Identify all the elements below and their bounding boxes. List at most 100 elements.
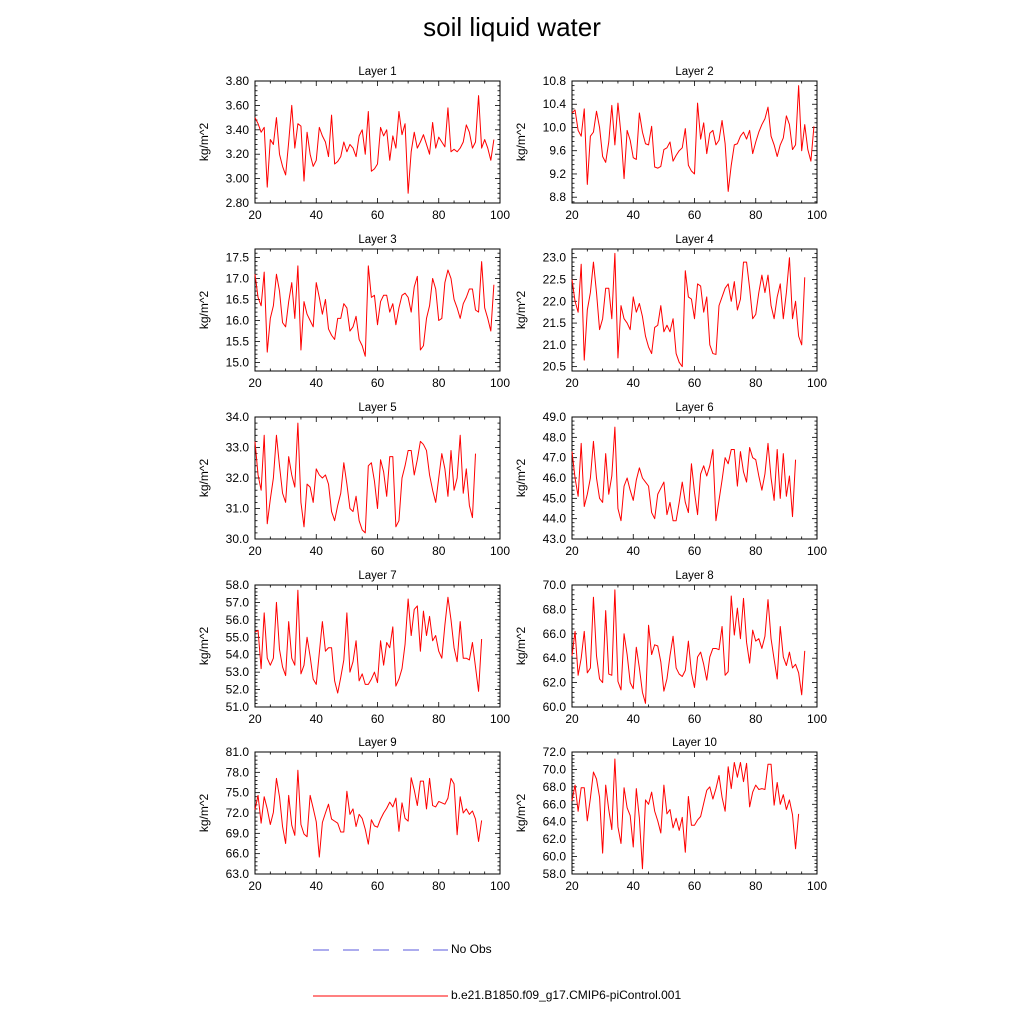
x-tick-label: 100 [490,208,510,222]
x-tick-label: 40 [310,544,324,558]
y-tick-label: 21.5 [543,316,567,330]
x-tick-label: 60 [371,376,385,390]
x-tick-label: 40 [627,712,641,726]
series-line [254,422,476,534]
y-tick-label: 66.0 [543,627,567,641]
y-tick-label: 10.0 [543,120,567,134]
panel-9: Layer 9 20 40 60 80 100 63.0 66.0 69.0 72.0 75.0 78… [197,737,510,893]
x-tick-label: 20 [565,879,579,893]
panel-5: Layer 5 20 40 60 80 100 30.0 31.0 32.0 33.0 34.0 kg… [197,402,510,558]
y-tick-label: 3.00 [226,172,250,186]
y-tick-label: 22.5 [543,273,567,287]
x-tick-label: 100 [807,879,827,893]
series-line [571,758,800,870]
y-tick-label: 9.6 [549,144,566,158]
y-tick-label: 63.0 [226,867,250,881]
y-tick-label: 81.0 [226,745,250,759]
y-axis-label: kg/m^2 [514,794,528,833]
y-tick-label: 32.0 [226,471,250,485]
y-tick-label: 3.80 [226,74,250,88]
y-tick-label: 3.60 [226,98,250,112]
series-line [254,261,495,357]
y-tick-label: 34.0 [226,410,250,424]
y-tick-label: 64.0 [543,815,567,829]
y-axis-label: kg/m^2 [197,627,211,666]
chart-title: soil liquid water [423,12,601,42]
y-tick-label: 55.0 [226,630,250,644]
x-tick-label: 60 [688,208,702,222]
panel-title: Layer 7 [358,570,396,582]
y-tick-label: 3.20 [226,147,250,161]
y-axis-label: kg/m^2 [514,627,528,666]
panel-title: Layer 9 [358,737,396,749]
y-tick-label: 46.0 [543,471,567,485]
y-tick-label: 17.5 [226,250,250,264]
x-tick-label: 80 [432,208,446,222]
x-tick-label: 60 [371,879,385,893]
plot-frame [571,584,818,708]
panel-title: Layer 6 [675,402,713,414]
panel-2: Layer 2 20 40 60 80 100 8.8 9.2 9.6 10.0 10.4 10.8 k… [514,66,827,222]
y-tick-label: 10.4 [543,97,567,111]
y-tick-label: 62.0 [543,832,567,846]
series-line [254,95,495,194]
y-tick-label: 64.0 [543,651,567,665]
series-line [254,769,483,858]
panel-1: Layer 1 20 40 60 80 100 2.80 3.00 3.20 3.40 3.60 3.… [197,66,510,222]
series-line [571,252,806,368]
x-tick-label: 20 [565,376,579,390]
y-tick-label: 53.0 [226,665,250,679]
series-line [254,589,483,694]
panel-6: Layer 6 20 40 60 80 100 43.0 44.0 45.0 46.0 47.0 48… [514,402,827,558]
series-line [571,426,797,522]
y-tick-label: 3.40 [226,123,250,137]
y-tick-label: 2.80 [226,196,250,210]
x-tick-label: 40 [310,712,324,726]
y-tick-label: 66.0 [543,797,567,811]
y-tick-label: 49.0 [543,410,567,424]
y-tick-label: 22.0 [543,294,567,308]
y-tick-label: 48.0 [543,430,567,444]
x-tick-label: 40 [310,376,324,390]
x-tick-label: 40 [627,208,641,222]
x-tick-label: 20 [565,208,579,222]
y-tick-label: 15.0 [226,356,250,370]
y-tick-label: 60.0 [543,850,567,864]
y-tick-label: 43.0 [543,532,567,546]
y-tick-label: 20.5 [543,360,567,374]
y-tick-label: 33.0 [226,441,250,455]
y-tick-label: 66.0 [226,847,250,861]
x-tick-label: 100 [807,376,827,390]
series-line [571,85,815,192]
plot-frame [254,416,501,540]
x-tick-label: 40 [627,376,641,390]
x-tick-label: 80 [749,544,763,558]
y-tick-label: 30.0 [226,532,250,546]
x-tick-label: 20 [565,544,579,558]
y-tick-label: 45.0 [543,491,567,505]
x-tick-label: 80 [749,879,763,893]
y-tick-label: 21.0 [543,338,567,352]
y-tick-label: 47.0 [543,451,567,465]
panel-title: Layer 8 [675,570,713,582]
x-tick-label: 100 [490,376,510,390]
x-tick-label: 60 [688,544,702,558]
panel-7: Layer 7 20 40 60 80 100 51.0 52.0 53.0 54.0 55.0 56… [197,570,510,726]
x-tick-label: 80 [432,544,446,558]
x-tick-label: 80 [432,376,446,390]
panel-title: Layer 10 [672,737,717,749]
x-tick-label: 60 [371,208,385,222]
x-tick-label: 100 [807,208,827,222]
y-tick-label: 23.0 [543,251,567,265]
x-tick-label: 100 [490,712,510,726]
y-tick-label: 58.0 [226,578,250,592]
x-tick-label: 60 [371,544,385,558]
plot-frame [254,248,501,372]
x-tick-label: 40 [310,208,324,222]
x-tick-label: 80 [749,712,763,726]
y-tick-label: 9.2 [549,167,566,181]
y-tick-label: 8.8 [549,190,566,204]
y-axis-label: kg/m^2 [197,291,211,330]
y-axis-label: kg/m^2 [514,291,528,330]
y-tick-label: 51.0 [226,700,250,714]
